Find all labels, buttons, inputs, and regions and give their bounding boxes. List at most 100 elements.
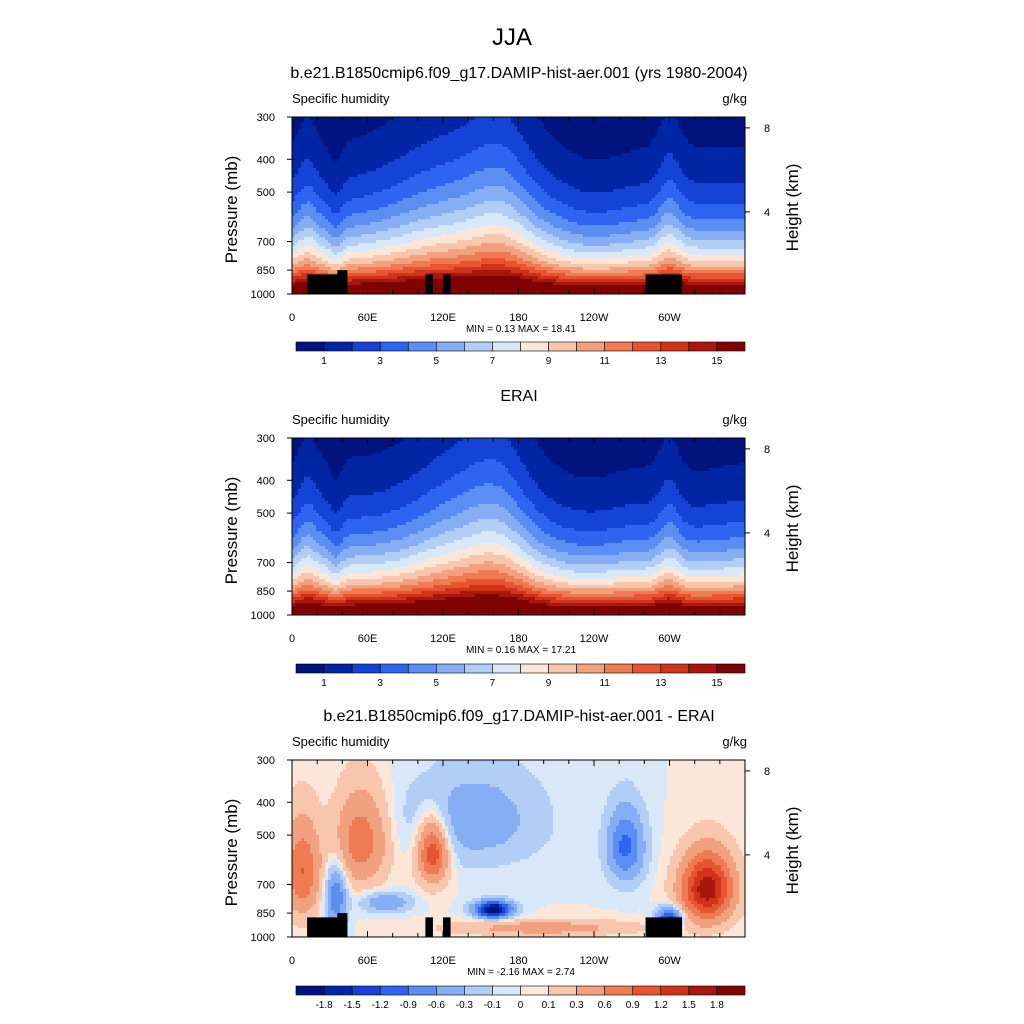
field-cell [493,150,497,154]
field-cell [403,198,407,202]
field-cell [640,210,644,214]
field-cell [313,195,317,199]
field-cell [331,123,335,127]
field-cell [583,135,587,139]
field-cell [604,132,608,136]
field-cell [484,123,488,127]
field-cell [481,147,485,151]
field-cell [694,171,698,175]
field-cell [391,153,395,157]
field-cell [562,156,566,160]
field-cell [298,186,302,190]
field-cell [538,168,542,172]
field-cell [409,174,413,178]
field-cell [403,213,407,217]
field-cell [538,144,542,148]
field-cell [568,207,572,211]
field-cell [589,138,593,142]
field-cell [376,162,380,166]
field-cell [514,126,518,130]
field-cell [637,177,641,181]
field-cell [538,195,542,199]
field-cell [430,129,434,133]
field-cell [295,150,299,154]
field-cell [586,159,590,163]
field-cell [619,168,623,172]
field-cell [448,150,452,154]
field-cell [433,189,437,193]
field-cell [421,135,425,139]
field-cell [322,192,326,196]
field-cell [505,135,509,139]
field-cell [307,135,311,139]
field-cell [634,141,638,145]
field-cell [301,141,305,145]
field-cell [403,126,407,130]
field-cell [463,141,467,145]
field-cell [331,183,335,187]
field-cell [655,120,659,124]
field-cell [721,171,725,175]
field-cell [487,144,491,148]
field-cell [529,168,533,172]
field-cell [328,123,332,127]
field-cell [568,150,572,154]
field-cell [580,138,584,142]
field-cell [313,192,317,196]
field-cell [652,159,656,163]
field-cell [301,165,305,169]
field-cell [415,174,419,178]
field-cell [349,141,353,145]
field-cell [418,156,422,160]
field-cell [316,126,320,130]
field-cell [418,123,422,127]
field-cell [541,138,545,142]
field-cell [721,201,725,205]
field-cell [451,123,455,127]
field-cell [736,213,740,217]
field-cell [634,120,638,124]
field-cell [427,159,431,163]
field-cell [520,189,524,193]
field-cell [331,177,335,181]
field-cell [607,144,611,148]
field-cell [727,165,731,169]
field-cell [403,171,407,175]
field-cell [478,213,482,217]
field-cell [544,120,548,124]
field-cell [478,159,482,163]
field-cell [382,117,386,121]
field-cell [301,180,305,184]
field-cell [415,204,419,208]
field-cell [562,126,566,130]
field-cell [637,165,641,169]
field-cell [409,177,413,181]
field-cell [583,174,587,178]
field-cell [625,153,629,157]
field-cell [433,204,437,208]
field-cell [547,180,551,184]
field-cell [487,171,491,175]
field-cell [559,201,563,205]
field-cell [643,123,647,127]
field-cell [565,132,569,136]
field-cell [388,192,392,196]
field-cell [658,144,662,148]
field-cell [304,210,308,214]
field-cell [343,147,347,151]
field-cell [733,165,737,169]
field-cell [385,183,389,187]
field-cell [427,213,431,217]
field-cell [349,153,353,157]
field-cell [457,129,461,133]
field-cell [724,123,728,127]
field-cell [697,120,701,124]
field-cell [685,144,689,148]
field-cell [559,183,563,187]
field-cell [589,165,593,169]
field-cell [541,198,545,202]
field-cell [595,195,599,199]
field-cell [586,210,590,214]
field-cell [688,120,692,124]
field-cell [340,186,344,190]
